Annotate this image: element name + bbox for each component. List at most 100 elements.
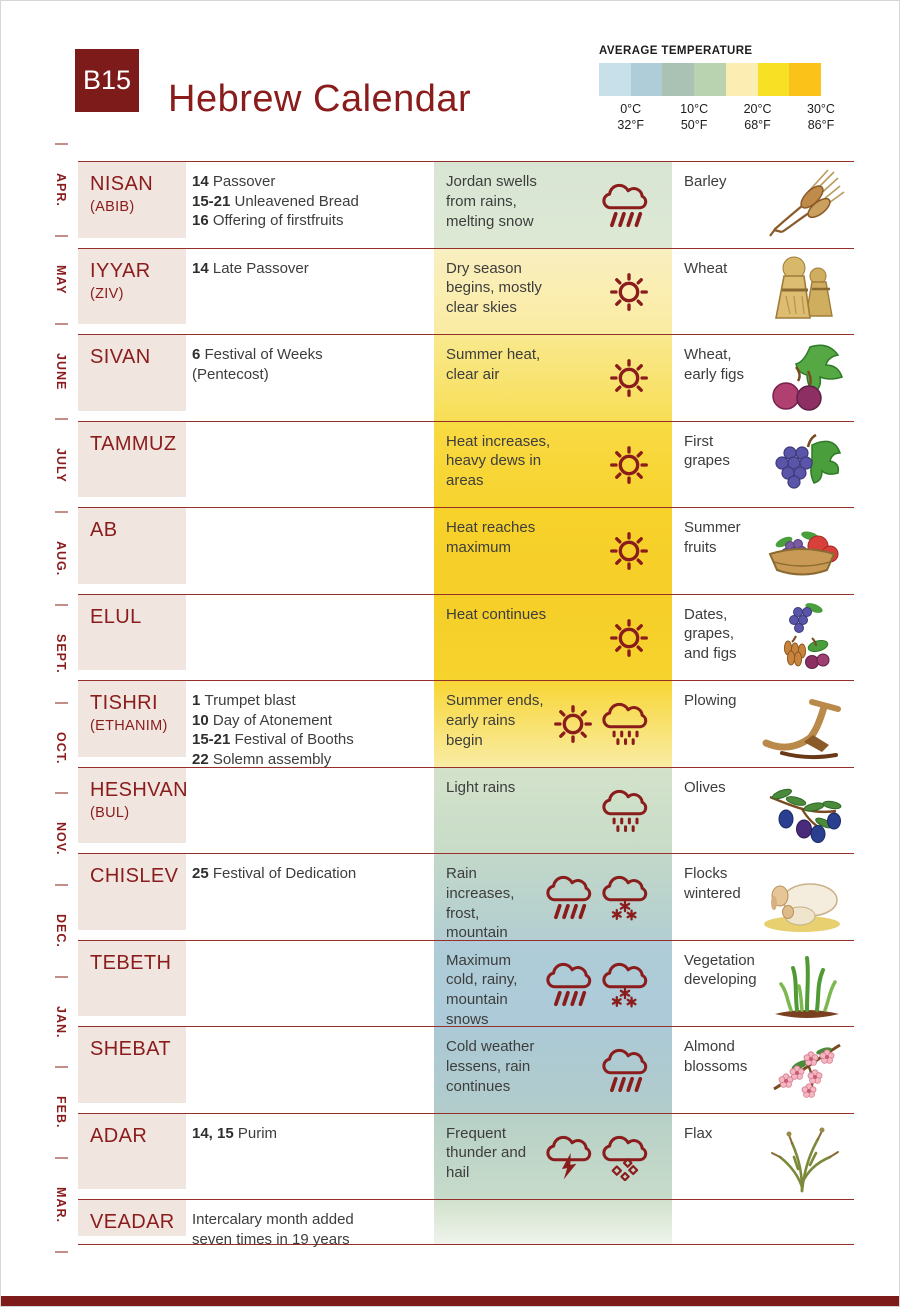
month-cell-background: AB (78, 508, 186, 584)
festival-item: 6 Festival of Weeks (192, 346, 323, 363)
weather-icons (598, 172, 666, 239)
rain-cloud-icon (598, 181, 652, 229)
festival-date: 15-21 (192, 731, 235, 748)
crops-cell: Almond blossoms (672, 1027, 854, 1113)
weather-icons (550, 691, 666, 758)
month-separator-dash (54, 234, 68, 237)
olives-illustration (752, 771, 852, 849)
sun-icon (606, 271, 652, 313)
festival-item: 22 Solemn assembly (192, 750, 332, 768)
month-cell: NISAN (ABIB) (78, 162, 186, 248)
snow-cloud-icon (598, 873, 652, 921)
month-cell-background: NISAN (ABIB) (78, 162, 186, 238)
temperature-label: 30°C 86°F (807, 101, 835, 134)
crop-label: First grapes (684, 432, 730, 470)
festival-item: 16 Offering of firstfruits (192, 212, 344, 229)
weather-description: Frequent thunder and hail (446, 1124, 527, 1182)
gregorian-month-label: JUNE (54, 352, 68, 390)
weather-cell: Maximum cold, rainy, mountain snows (434, 940, 672, 1028)
flax-illustration (752, 1117, 852, 1195)
weather-icons (542, 1124, 666, 1191)
weather-cell: Heat reaches maximum (434, 508, 672, 594)
festival-list: 1 Trumpet blast 10 Day of Atonement 15-21 … (186, 681, 434, 768)
thunder-cloud-icon (542, 1133, 596, 1181)
fruit-basket-illustration (752, 512, 852, 590)
month-cell-background: CHISLEV (78, 854, 186, 930)
weather-icons (606, 432, 666, 499)
festival-list: Intercalary month added seven times in 19… (186, 1200, 434, 1248)
legend-title: AVERAGE TEMPERATURE (599, 45, 753, 57)
festival-item: 25 Festival of Dedication (192, 865, 357, 882)
month-separator-dash (54, 604, 68, 607)
festival-list (186, 595, 434, 681)
weather-cell: Cold weather lessens, rain continues (434, 1027, 672, 1113)
month-separator-dash (54, 417, 68, 420)
crop-label: Summer fruits (684, 519, 741, 556)
month-name: TEBETH (90, 951, 172, 974)
weather-description: Jordan swells from rains, melting snow (446, 173, 537, 230)
festival-date: 15-21 (192, 192, 235, 210)
month-separator-dash (54, 701, 68, 704)
temperature-swatch-6 (789, 63, 822, 96)
weather-description: Heat increases, heavy dews in areas (446, 432, 551, 490)
weather-description: Cold weather lessens, rain continues (446, 1038, 535, 1095)
wheat-sheaves-illustration (752, 252, 852, 330)
plow-illustration (752, 685, 852, 763)
month-cell: ELUL (78, 594, 186, 681)
month-cell-background: TEBETH (78, 940, 186, 1016)
festival-list: 14, 15 Purim (186, 1114, 434, 1200)
weather-icons (606, 518, 666, 585)
crops-cell: Flax (672, 1114, 854, 1200)
month-separator-dash (54, 792, 68, 795)
month-cell-background: SIVAN (78, 335, 186, 411)
weather-cell: Summer ends, early rains begin (434, 681, 672, 767)
festival-list: 14 Passover 15-21 Unleavened Bread 16 Offe… (186, 162, 434, 248)
month-cell-background: SHEBAT (78, 1027, 186, 1103)
temperature-label: 20°C 68°F (744, 101, 772, 134)
month-name: HESHVAN (90, 778, 189, 801)
crops-cell: Vegetation developing (672, 941, 854, 1027)
temperature-celsius: 20°C (743, 102, 772, 116)
temperature-celsius: 30°C (807, 102, 835, 116)
month-cell: ADAR (78, 1113, 186, 1200)
crops-cell: Dates, grapes, and figs (672, 595, 854, 681)
temperature-legend: AVERAGE TEMPERATURE 0°C 32°F 10°C 50°F 20°C 6… (599, 45, 839, 135)
month-cell: HESHVAN (BUL) (78, 767, 189, 854)
gregorian-month-label: OCT. (54, 731, 68, 765)
festival-date: 16 (192, 212, 213, 229)
sun-icon (606, 617, 652, 659)
crop-label: Flax (684, 1124, 713, 1142)
festival-date: 14, 15 (192, 1124, 238, 1142)
month-separator-dash (54, 143, 68, 145)
month-cell: SIVAN (78, 335, 186, 421)
month-name: AB (90, 519, 118, 541)
temperature-label: 0°C 32°F (617, 101, 644, 134)
weather-icons (598, 778, 666, 845)
crop-label (672, 1200, 774, 1244)
festival-item: (Pentecost) (192, 365, 269, 383)
month-cell: TAMMUZ (78, 421, 186, 508)
temperature-fahrenheit: 68°F (744, 118, 771, 133)
month-cell: IYYAR (ZIV) (78, 248, 186, 335)
gregorian-month-label: APR. (54, 173, 68, 207)
month-cell-background: TISHRI (ETHANIM) (78, 681, 186, 757)
calendar-row: VEADAR Intercalary month added seven times… (78, 1199, 854, 1248)
month-cell: SHEBAT (78, 1027, 186, 1113)
weather-cell: Rain increases, frost, mountain snows (434, 854, 672, 961)
festival-date: 14 (192, 259, 213, 277)
festival-list (186, 941, 434, 1027)
month-separator-dash (54, 1066, 68, 1069)
temperature-scale-bar (599, 63, 822, 96)
festival-date: 1 (192, 692, 205, 709)
rain-cloud-icon (542, 960, 596, 1008)
crops-cell: Barley (672, 162, 854, 248)
calendar-row: ELUL Heat continues Dates, grapes, and fi… (78, 593, 854, 681)
crops-cell: Summer fruits (672, 508, 854, 594)
weather-icons (606, 345, 666, 412)
grapes-illustration (752, 425, 852, 503)
month-name: SIVAN (90, 346, 151, 368)
month-name: TISHRI (90, 692, 158, 714)
crop-label: Almond blossoms (684, 1038, 748, 1075)
month-name: TAMMUZ (90, 432, 177, 455)
weather-description: Heat reaches maximum (446, 519, 536, 556)
